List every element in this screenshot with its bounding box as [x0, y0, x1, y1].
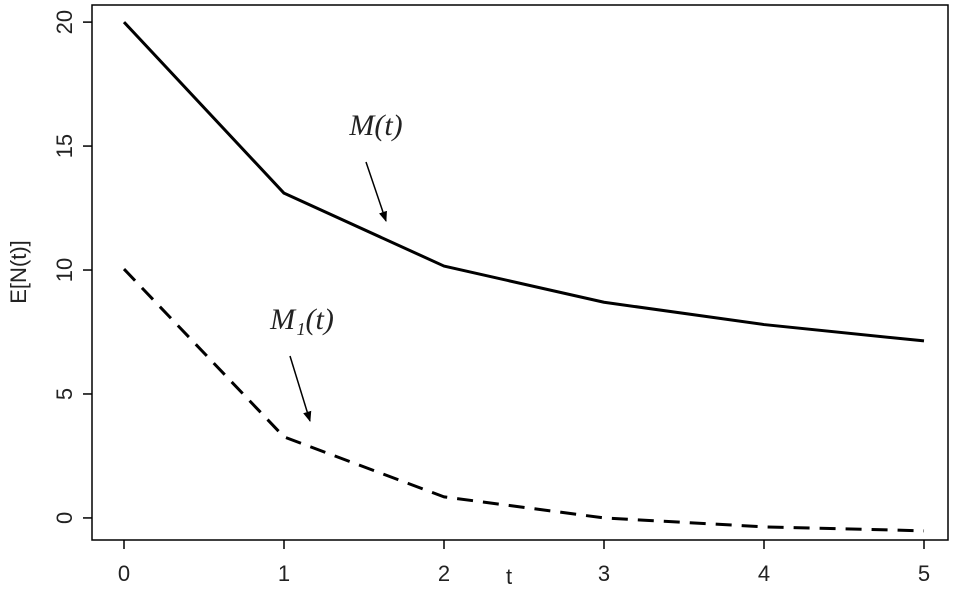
y-tick-label: 15: [52, 134, 77, 158]
x-tick-label: 4: [758, 561, 770, 586]
y-axis-label: E[N(t)]: [6, 240, 31, 304]
y-tick-label: 5: [52, 388, 77, 400]
series-line: [122, 21, 925, 343]
plot-frame: [91, 4, 949, 541]
x-tick-label: 3: [598, 561, 610, 586]
y-tick-label: 0: [52, 512, 77, 524]
y-tick-label: 10: [52, 258, 77, 282]
annotation-arrow: [365, 161, 387, 222]
x-axis-label: t: [506, 564, 512, 589]
x-tick-label: 1: [278, 561, 290, 586]
x-tick-label: 2: [438, 561, 450, 586]
series-line: [122, 267, 925, 533]
y-tick-label: 20: [52, 10, 77, 34]
annotation-arrow: [289, 355, 312, 423]
annotation: M(t): [348, 109, 402, 142]
x-tick-label: 0: [118, 561, 130, 586]
x-tick-label: 5: [918, 561, 930, 586]
annotation: M₁(t): [269, 303, 334, 336]
